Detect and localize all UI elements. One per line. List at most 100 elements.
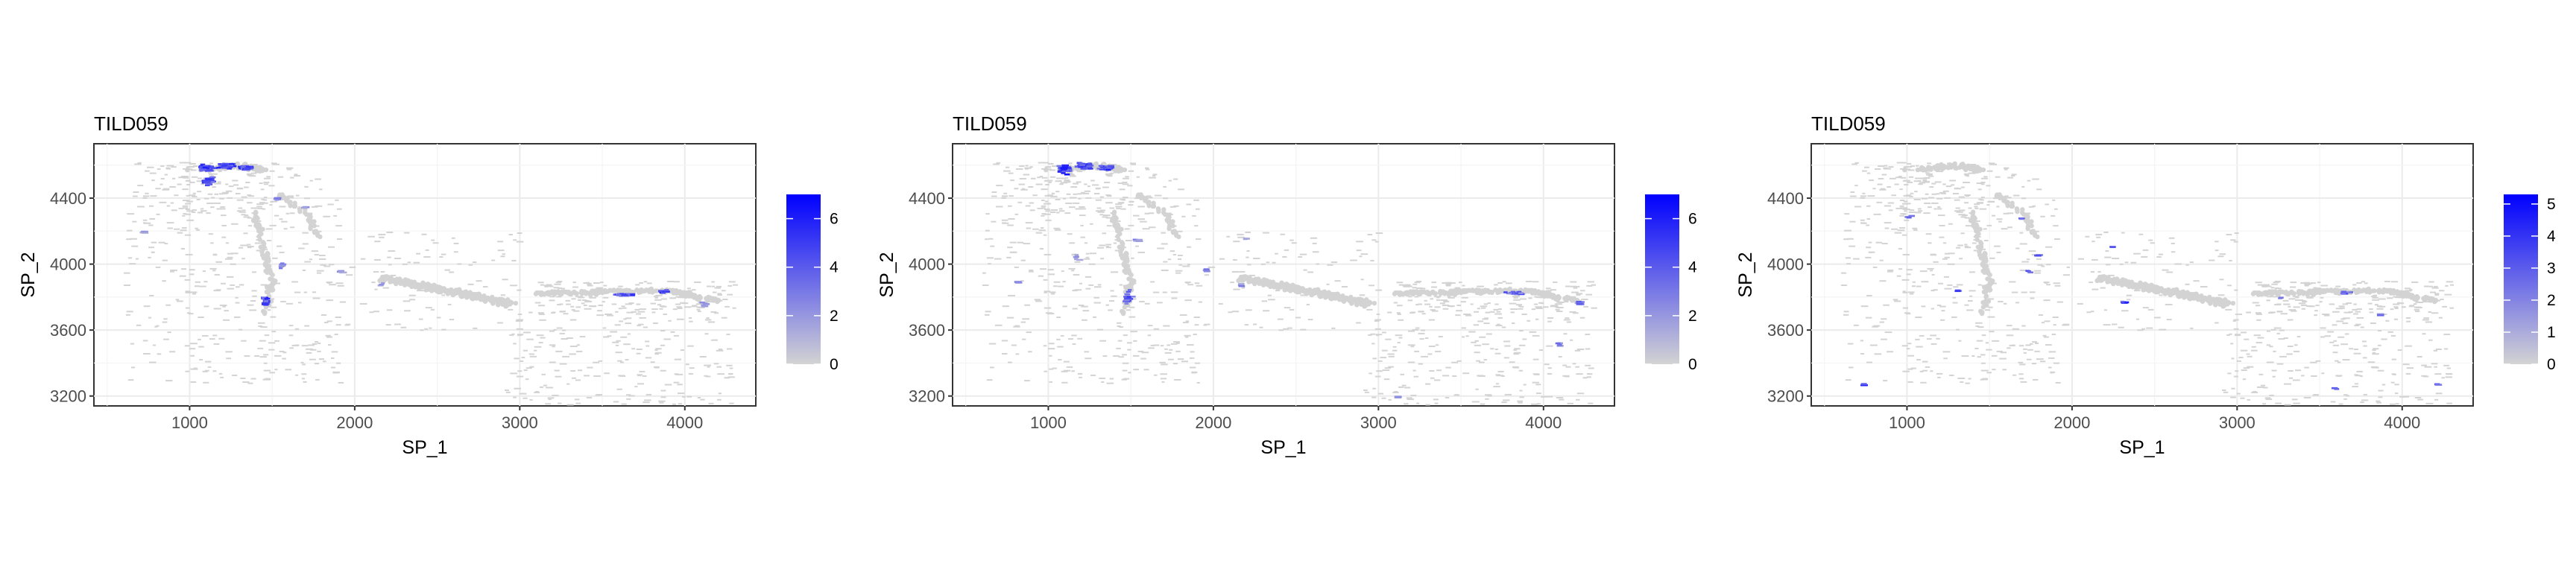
spot-point [1140, 220, 1147, 223]
legend-label: 6 [830, 211, 839, 228]
spot-point [2053, 324, 2056, 326]
spot-point [2355, 375, 2361, 377]
spot-point [1965, 382, 1970, 384]
spot-point [1095, 187, 1101, 189]
spot-point [2438, 317, 2443, 319]
spot-point [1585, 293, 1593, 296]
spot-point [409, 299, 416, 301]
spot-point [1403, 285, 1410, 287]
spot-point [985, 311, 991, 313]
spot-point [718, 393, 722, 395]
spot-point [1326, 290, 1331, 295]
spot-point [250, 218, 256, 223]
spot-point [1231, 311, 1240, 313]
spot-point [508, 300, 514, 305]
spot-point [1965, 195, 1970, 197]
spot-point [1985, 342, 1989, 344]
plot-panel [93, 143, 757, 407]
spot-point [1083, 258, 1090, 260]
spot-point [1535, 393, 1541, 395]
spot-point [1272, 285, 1277, 290]
spot-point [1535, 307, 1543, 309]
spot-point [256, 206, 262, 208]
spot-point [222, 191, 230, 194]
spot-point [178, 207, 184, 209]
spot-point [2306, 305, 2314, 307]
spot-point [2311, 375, 2317, 377]
spot-point [1462, 288, 1469, 290]
spot-point [1949, 179, 1957, 182]
chart-title: TILD059 [94, 112, 168, 135]
spot-point [2077, 258, 2085, 260]
spot-point [227, 197, 233, 199]
spot-point [1131, 163, 1136, 165]
spot-point [1089, 223, 1093, 225]
spot-point [1884, 331, 1892, 334]
spot-point [2153, 317, 2161, 319]
spot-point [1196, 381, 1200, 384]
spot-point [186, 168, 193, 171]
spot-point [1445, 283, 1451, 285]
spot-point [2053, 225, 2059, 227]
spot-point [1591, 307, 1597, 309]
spot-point [1909, 293, 1914, 295]
expression-point [1123, 297, 1128, 300]
spot-point [1540, 302, 1544, 305]
spot-point [2235, 334, 2241, 336]
spot-point [1479, 336, 1486, 338]
spot-point [1105, 244, 1111, 246]
spot-point [1041, 188, 1048, 191]
spot-point [1921, 281, 1929, 283]
expression-point [261, 302, 267, 305]
spot-point [706, 317, 710, 320]
spot-point [1067, 172, 1073, 174]
spot-point [2372, 352, 2376, 354]
spot-point [1375, 232, 1383, 235]
spot-point [643, 281, 648, 283]
spot-point [1007, 247, 1013, 249]
spot-point [418, 318, 423, 320]
spot-point [436, 317, 441, 319]
spot-point [2018, 361, 2024, 363]
spot-point [2007, 197, 2012, 199]
spot-point [1911, 285, 1916, 287]
spot-point [2077, 302, 2083, 305]
spot-point [2273, 296, 2281, 298]
spot-point [1904, 210, 1907, 212]
spot-point [1049, 355, 1052, 357]
spot-point [1387, 353, 1395, 355]
spot-point [2381, 384, 2386, 386]
spot-point [1050, 195, 1058, 197]
spot-point [1849, 220, 1856, 223]
spot-point [2038, 314, 2043, 316]
spot-point [198, 285, 206, 287]
spot-point [1441, 299, 1448, 302]
spot-point [2327, 331, 2334, 333]
expression-point [1074, 253, 1079, 256]
spot-point [453, 242, 459, 244]
spot-point [1435, 344, 1439, 346]
spot-point [1167, 258, 1172, 261]
spot-point [2337, 375, 2341, 377]
spot-point [1061, 370, 1068, 372]
spot-point [1057, 285, 1064, 287]
spot-point [185, 370, 190, 372]
spot-point [1177, 230, 1183, 232]
spot-point [416, 252, 420, 255]
spot-point [1478, 375, 1486, 377]
spot-point [1880, 188, 1885, 190]
spot-point [203, 281, 208, 283]
spot-point [439, 256, 443, 258]
spot-point [1196, 285, 1203, 287]
spot-point [593, 375, 601, 377]
spot-point [1884, 165, 1888, 167]
spot-point [2104, 256, 2112, 258]
spot-point [540, 337, 546, 339]
spot-point [549, 344, 556, 346]
spot-point [1123, 250, 1129, 256]
spot-point [1987, 200, 1995, 203]
spot-point [279, 218, 283, 220]
spot-point [1102, 355, 1108, 358]
spot-point [1922, 360, 1928, 363]
spot-point [1080, 224, 1084, 226]
